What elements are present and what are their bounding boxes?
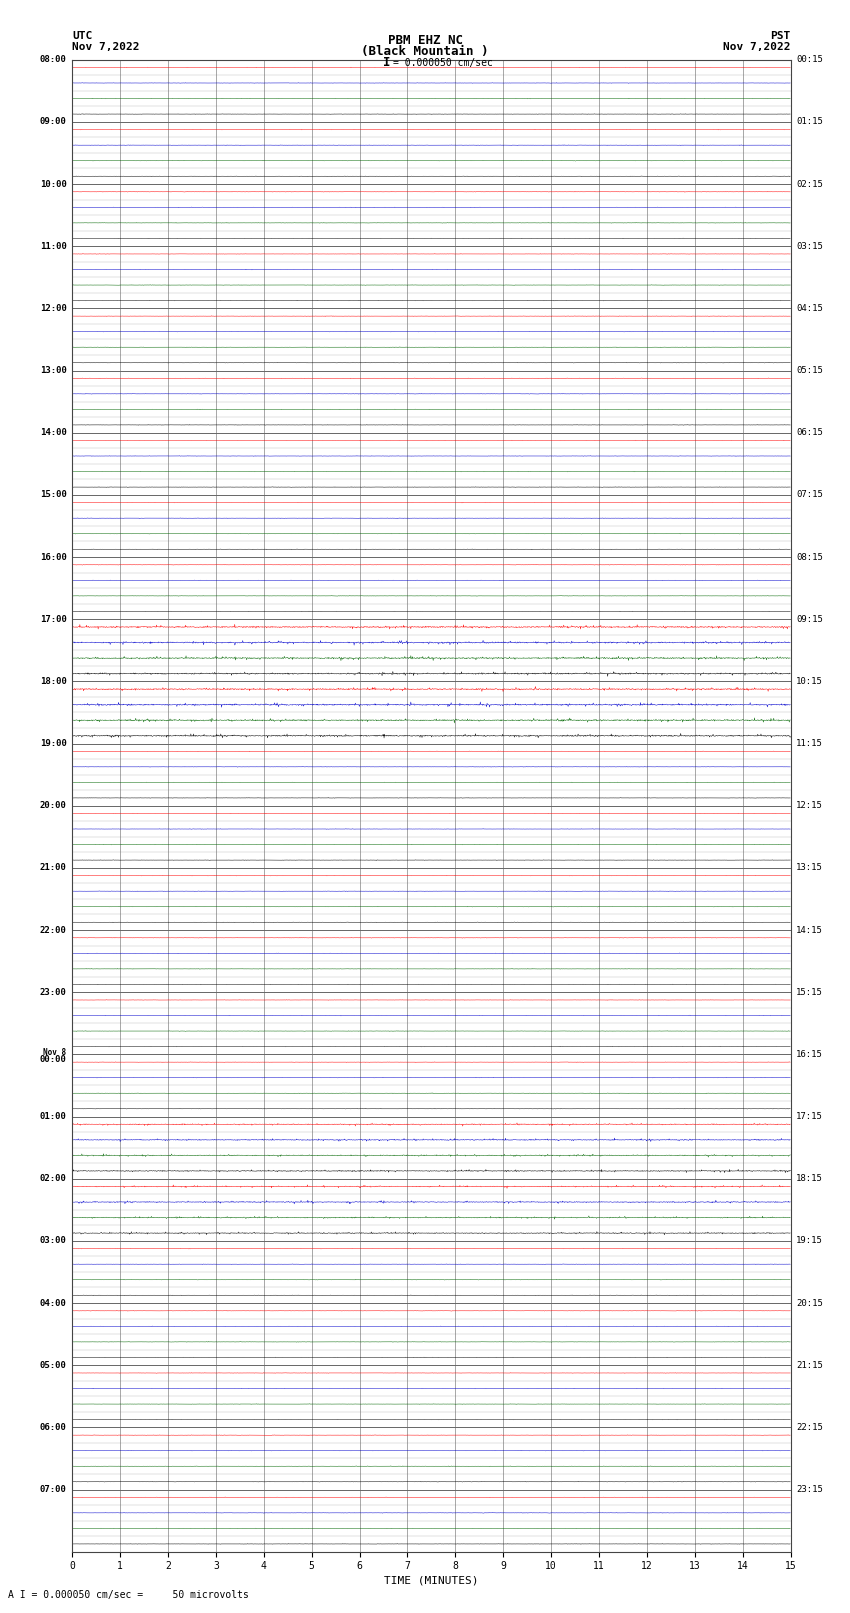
Text: 12:15: 12:15 [796, 802, 823, 810]
Text: = 0.000050 cm/sec: = 0.000050 cm/sec [393, 58, 493, 68]
Text: 21:00: 21:00 [40, 863, 66, 873]
Text: 22:15: 22:15 [796, 1423, 823, 1432]
Text: 19:00: 19:00 [40, 739, 66, 748]
Text: 13:00: 13:00 [40, 366, 66, 374]
Text: 18:15: 18:15 [796, 1174, 823, 1184]
Text: 14:00: 14:00 [40, 427, 66, 437]
Text: UTC: UTC [72, 31, 93, 40]
Text: 11:00: 11:00 [40, 242, 66, 250]
Text: 21:15: 21:15 [796, 1361, 823, 1369]
Text: 10:00: 10:00 [40, 179, 66, 189]
X-axis label: TIME (MINUTES): TIME (MINUTES) [384, 1576, 479, 1586]
Text: 16:15: 16:15 [796, 1050, 823, 1058]
Text: 08:00: 08:00 [40, 55, 66, 65]
Text: 16:00: 16:00 [40, 553, 66, 561]
Text: A I = 0.000050 cm/sec =     50 microvolts: A I = 0.000050 cm/sec = 50 microvolts [8, 1590, 249, 1600]
Text: 01:00: 01:00 [40, 1111, 66, 1121]
Text: 01:15: 01:15 [796, 118, 823, 126]
Text: 17:15: 17:15 [796, 1111, 823, 1121]
Text: 05:15: 05:15 [796, 366, 823, 374]
Text: I: I [383, 56, 390, 69]
Text: 07:00: 07:00 [40, 1486, 66, 1494]
Text: Nov 7,2022: Nov 7,2022 [72, 42, 139, 52]
Text: 02:15: 02:15 [796, 179, 823, 189]
Text: 08:15: 08:15 [796, 553, 823, 561]
Text: 13:15: 13:15 [796, 863, 823, 873]
Text: 12:00: 12:00 [40, 303, 66, 313]
Text: 09:15: 09:15 [796, 615, 823, 624]
Text: (Black Mountain ): (Black Mountain ) [361, 45, 489, 58]
Text: 15:00: 15:00 [40, 490, 66, 500]
Text: PST: PST [770, 31, 790, 40]
Text: 20:15: 20:15 [796, 1298, 823, 1308]
Text: 09:00: 09:00 [40, 118, 66, 126]
Text: 17:00: 17:00 [40, 615, 66, 624]
Text: 20:00: 20:00 [40, 802, 66, 810]
Text: 22:00: 22:00 [40, 926, 66, 934]
Text: 00:15: 00:15 [796, 55, 823, 65]
Text: 23:00: 23:00 [40, 987, 66, 997]
Text: 03:15: 03:15 [796, 242, 823, 250]
Text: PBM EHZ NC: PBM EHZ NC [388, 34, 462, 47]
Text: 06:15: 06:15 [796, 427, 823, 437]
Text: Nov 8: Nov 8 [43, 1047, 66, 1057]
Text: 23:15: 23:15 [796, 1486, 823, 1494]
Text: 10:15: 10:15 [796, 677, 823, 686]
Text: 02:00: 02:00 [40, 1174, 66, 1184]
Text: 19:15: 19:15 [796, 1237, 823, 1245]
Text: 15:15: 15:15 [796, 987, 823, 997]
Text: 04:00: 04:00 [40, 1298, 66, 1308]
Text: Nov 7,2022: Nov 7,2022 [723, 42, 791, 52]
Text: 04:15: 04:15 [796, 303, 823, 313]
Text: 00:00: 00:00 [40, 1055, 66, 1065]
Text: 03:00: 03:00 [40, 1237, 66, 1245]
Text: 14:15: 14:15 [796, 926, 823, 934]
Text: 11:15: 11:15 [796, 739, 823, 748]
Text: 18:00: 18:00 [40, 677, 66, 686]
Text: 05:00: 05:00 [40, 1361, 66, 1369]
Text: 07:15: 07:15 [796, 490, 823, 500]
Text: 06:00: 06:00 [40, 1423, 66, 1432]
